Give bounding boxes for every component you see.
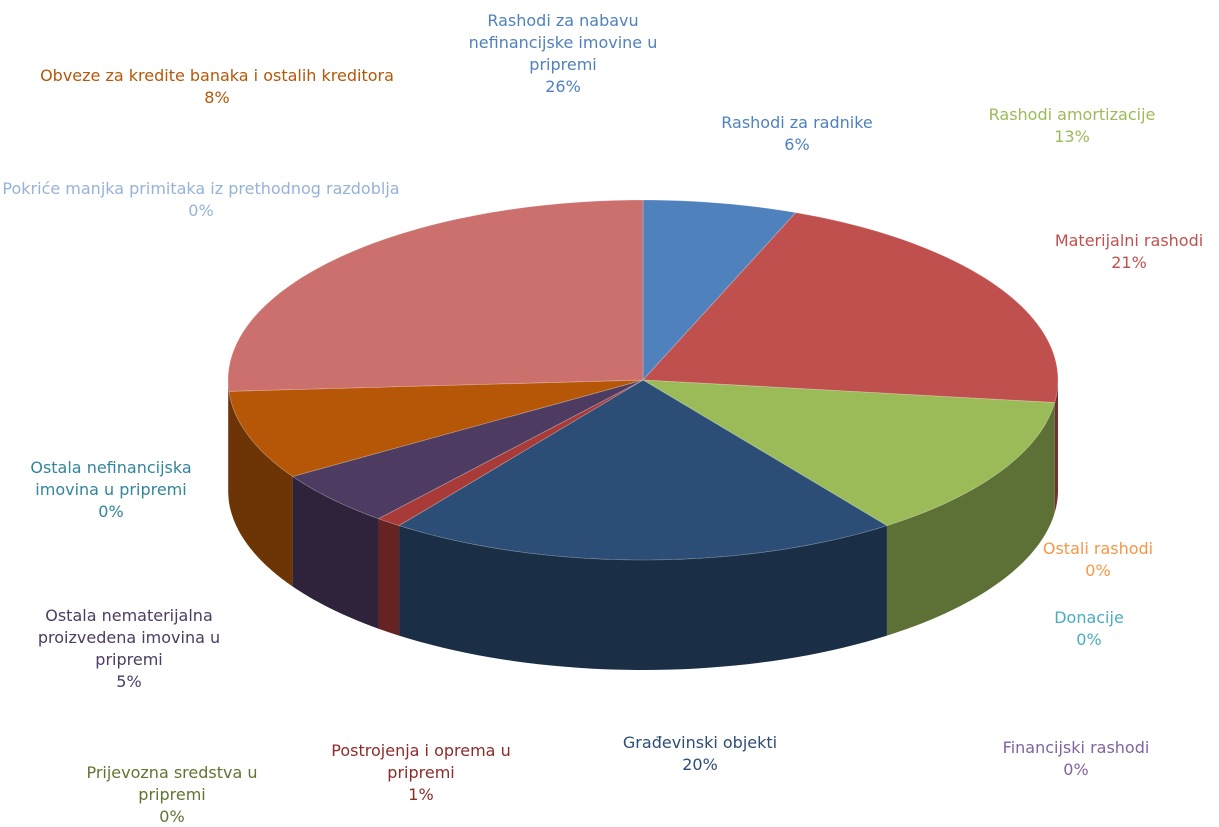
label-value: 13% xyxy=(1054,127,1090,146)
label-name: Rashodi za radnike xyxy=(721,113,873,132)
label-value: 0% xyxy=(98,502,124,521)
label-value: 0% xyxy=(1063,760,1089,779)
data-label: Ostali rashodi 0% xyxy=(1018,538,1178,582)
label-value: 0% xyxy=(1076,630,1102,649)
label-name: Postrojenja i oprema u pripremi xyxy=(331,741,511,782)
label-value: 26% xyxy=(545,77,581,96)
label-name: Pokriće manjka primitaka iz prethodnog r… xyxy=(2,179,400,198)
label-value: 0% xyxy=(1085,561,1111,580)
slice-side xyxy=(378,518,400,636)
label-value: 5% xyxy=(116,672,142,691)
slice-side xyxy=(228,391,293,587)
label-value: 20% xyxy=(682,755,718,774)
label-value: 6% xyxy=(784,135,810,154)
data-label: Obveze za kredite banaka i ostalih kredi… xyxy=(37,65,397,109)
slice-side xyxy=(292,476,379,629)
label-name: Materijalni rashodi xyxy=(1054,231,1204,250)
label-name: Građevinski objekti xyxy=(622,733,778,752)
slice-side xyxy=(399,525,887,670)
slice xyxy=(642,199,797,382)
label-name: Donacije xyxy=(1054,608,1124,627)
slice-side xyxy=(1054,380,1058,513)
data-label: Rashodi za radnike 6% xyxy=(687,112,907,156)
label-value: 1% xyxy=(408,785,434,804)
slice-side xyxy=(886,402,1055,636)
slice xyxy=(291,379,644,520)
label-name: Prijevozna sredstva u pripremi xyxy=(86,763,258,804)
data-label: Građevinski objekti 20% xyxy=(600,732,800,776)
data-label: Materijalni rashodi 21% xyxy=(1029,230,1219,274)
data-label: Rashodi amortizacije 13% xyxy=(952,104,1192,148)
label-value: 0% xyxy=(188,201,214,220)
data-label: Postrojenja i oprema u pripremi 1% xyxy=(301,740,541,806)
label-name: Ostala nefinancijska imovina u pripremi xyxy=(30,458,192,499)
data-label: Rashodi za nabavu nefinancijske imovine … xyxy=(443,10,683,98)
label-value: 21% xyxy=(1111,253,1147,272)
label-value: 8% xyxy=(204,88,230,107)
label-name: Financijski rashodi xyxy=(1002,738,1150,757)
data-label: Ostala nefinancijska imovina u pripremi 0… xyxy=(1,457,221,523)
label-value: 0% xyxy=(159,807,185,826)
label-name: Obveze za kredite banaka i ostalih kredi… xyxy=(40,66,394,85)
slice xyxy=(227,199,644,392)
label-name: Rashodi za nabavu nefinancijske imovine … xyxy=(468,11,658,74)
label-name: Rashodi amortizacije xyxy=(988,105,1156,124)
data-label: Donacije 0% xyxy=(1019,607,1159,651)
data-label: Ostala nematerijalna proizvedena imovina… xyxy=(9,605,249,693)
label-name: Ostala nematerijalna proizvedena imovina… xyxy=(37,606,221,669)
data-label: Pokriće manjka primitaka iz prethodnog r… xyxy=(1,178,401,222)
slice xyxy=(228,379,644,477)
data-label: Financijski rashodi 0% xyxy=(976,737,1176,781)
data-label: Prijevozna sredstva u pripremi 0% xyxy=(52,762,292,827)
slice xyxy=(398,379,888,561)
slice xyxy=(642,379,1056,527)
slice xyxy=(642,212,1059,403)
label-name: Ostali rashodi xyxy=(1042,539,1154,558)
slice-side xyxy=(228,380,229,502)
